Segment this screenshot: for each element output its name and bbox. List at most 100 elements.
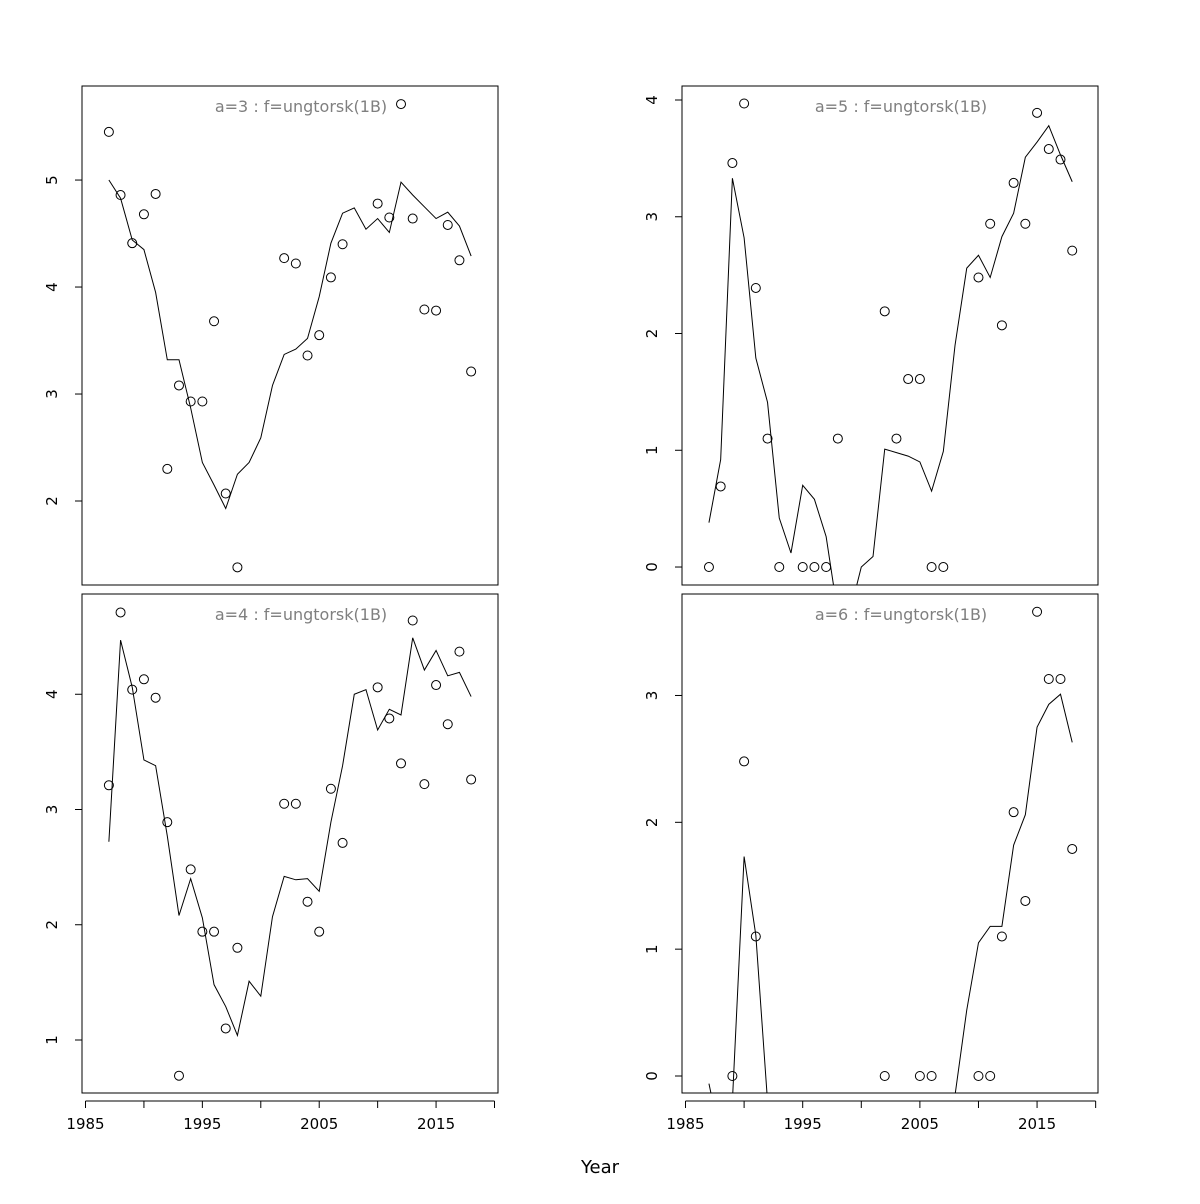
plot-area [103, 99, 477, 573]
data-point [809, 562, 820, 573]
data-point [325, 272, 336, 283]
y-tick-label: 5 [43, 175, 61, 185]
data-point [162, 463, 173, 474]
data-point [314, 330, 325, 341]
y-tick-label: 2 [643, 329, 661, 339]
plot-frame [681, 85, 1099, 586]
data-point [821, 562, 832, 573]
data-point [1008, 177, 1019, 188]
data-point [103, 126, 114, 137]
data-point [290, 798, 301, 809]
x-tick-label: 1995 [183, 1115, 221, 1133]
y-tick-label: 1 [643, 944, 661, 954]
data-point [727, 1071, 738, 1082]
data-point [419, 304, 430, 315]
data-point [891, 433, 902, 444]
data-point [337, 837, 348, 848]
x-tick-label: 2015 [1018, 1115, 1056, 1133]
data-point [973, 1071, 984, 1082]
data-point [774, 562, 785, 573]
x-tick-label: 2005 [901, 1115, 939, 1133]
data-point [384, 212, 395, 223]
y-tick-label: 4 [643, 95, 661, 105]
data-point [1067, 245, 1078, 256]
x-tick-label: 1985 [66, 1115, 104, 1133]
data-point [384, 713, 395, 724]
data-point [1043, 673, 1054, 684]
data-point [1020, 218, 1031, 229]
data-point [750, 282, 761, 293]
data-point [973, 272, 984, 283]
y-tick-label: 1 [643, 445, 661, 455]
fitted-line [708, 124, 1073, 585]
data-point [302, 350, 313, 361]
plot-area [703, 98, 1078, 585]
data-point [337, 239, 348, 250]
data-point [832, 433, 843, 444]
x-tick-label: 1995 [784, 1115, 822, 1133]
data-point [879, 306, 890, 317]
data-point [431, 680, 442, 691]
data-point [232, 942, 243, 953]
data-point [138, 209, 149, 220]
y-tick-label: 3 [643, 212, 661, 222]
data-point [150, 692, 161, 703]
panel: a=4 : f=ungtorsk(1B) 1 2 3 4 1985 1995 2005 2015 [43, 593, 499, 1133]
data-point [996, 320, 1007, 331]
data-point [396, 99, 407, 110]
x-tick-label: 2015 [417, 1115, 455, 1133]
data-point [703, 562, 714, 573]
data-point [185, 864, 196, 875]
data-point [466, 366, 477, 377]
y-tick-label: 2 [43, 920, 61, 930]
data-point [103, 780, 114, 791]
fitted-line [108, 637, 472, 1038]
data-point [115, 607, 126, 618]
data-point [302, 896, 313, 907]
plot-area [708, 606, 1078, 1093]
data-point [279, 798, 290, 809]
x-tick-label: 1985 [666, 1115, 704, 1133]
data-point [938, 562, 949, 573]
data-point [727, 158, 738, 169]
data-point [797, 562, 808, 573]
data-point [279, 253, 290, 264]
data-point [185, 396, 196, 407]
data-point [454, 646, 465, 657]
data-point [396, 758, 407, 769]
fitted-line [708, 693, 1073, 1093]
data-point [325, 783, 336, 794]
panel-title: a=6 : f=ungtorsk(1B) [815, 605, 987, 624]
panel: a=6 : f=ungtorsk(1B) 0 1 2 3 1985 1995 2005 2015 [643, 593, 1099, 1133]
y-tick-label: 0 [643, 1071, 661, 1081]
data-point [985, 218, 996, 229]
plot-frame [681, 593, 1099, 1094]
data-point [926, 1071, 937, 1082]
data-point [220, 488, 231, 499]
data-point [1020, 895, 1031, 906]
data-point [985, 1071, 996, 1082]
data-point [209, 316, 220, 327]
data-point [290, 258, 301, 269]
y-tick-label: 3 [43, 389, 61, 399]
data-point [454, 255, 465, 266]
data-point [232, 562, 243, 573]
y-tick-label: 3 [643, 691, 661, 701]
y-tick-label: 4 [43, 689, 61, 699]
data-point [197, 396, 208, 407]
data-point [1067, 843, 1078, 854]
data-point [442, 219, 453, 230]
x-axis-label: Year [580, 1157, 620, 1178]
y-tick-label: 2 [643, 818, 661, 828]
data-point [407, 615, 418, 626]
data-point [903, 374, 914, 385]
data-point [407, 213, 418, 224]
data-point [914, 1071, 925, 1082]
y-tick-label: 0 [643, 562, 661, 572]
data-point [372, 198, 383, 209]
data-point [209, 926, 220, 937]
data-point [1055, 673, 1066, 684]
data-point [127, 684, 138, 695]
data-point [739, 756, 750, 767]
y-tick-label: 4 [43, 282, 61, 292]
